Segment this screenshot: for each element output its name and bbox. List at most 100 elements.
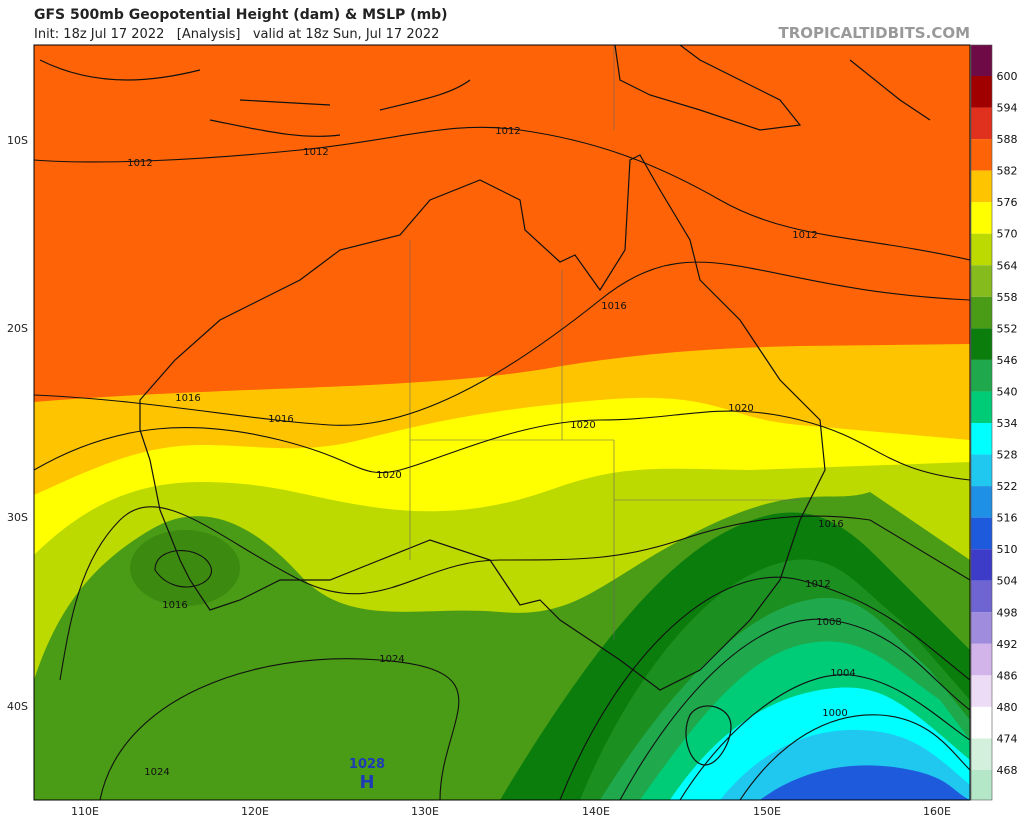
colorbar-label: 546: [997, 354, 1018, 367]
colorbar-swatch: [971, 139, 992, 171]
colorbar-swatch: [971, 612, 992, 644]
colorbar-label: 576: [997, 196, 1018, 209]
isobar: [34, 410, 970, 481]
isobar-label: 1016: [175, 393, 200, 404]
high-letter: H: [359, 772, 374, 793]
band: [130, 530, 240, 606]
colorbar-label: 558: [997, 291, 1018, 304]
isobar: [154, 550, 212, 588]
isobar: [679, 674, 970, 800]
colorbar-swatch: [971, 170, 992, 203]
colorbar-swatch: [971, 486, 992, 518]
lon-label: 160E: [923, 805, 951, 818]
isobar-label: 1012: [792, 230, 817, 241]
isobar-label: 1016: [818, 519, 843, 530]
colorbar-label: 552: [997, 322, 1018, 335]
colorbar-swatch: [971, 675, 992, 707]
lat-label: 20S: [7, 322, 28, 335]
colorbar-label: 594: [997, 102, 1018, 115]
colorbar-swatch: [971, 454, 992, 487]
isobar-label: 1024: [379, 654, 404, 665]
coastline: [685, 705, 732, 766]
colorbar-label: 510: [997, 543, 1018, 556]
band: [760, 765, 970, 800]
colorbar-label: 516: [997, 512, 1018, 525]
map-frame: [33, 44, 971, 801]
isobar-label: 1012: [127, 158, 152, 169]
colorbar-swatch: [971, 107, 992, 140]
isobar: [739, 714, 970, 800]
isobar-label: 1020: [728, 403, 753, 414]
isobar-label: 1008: [816, 617, 841, 628]
colorbar-swatch: [971, 202, 992, 234]
high-value: 1028: [349, 757, 385, 772]
colorbar-frame: [970, 44, 993, 801]
colorbar-swatch: [971, 233, 992, 266]
lat-label: 40S: [7, 700, 28, 713]
coastline: [39, 59, 931, 137]
colorbar-label: 582: [997, 165, 1018, 178]
lat-label: 30S: [7, 511, 28, 524]
colorbar-label: 468: [997, 764, 1018, 777]
colorbar-label: 588: [997, 133, 1018, 146]
isobar-label: 1024: [144, 767, 169, 778]
colorbar-swatch: [971, 643, 992, 676]
colorbar-swatch: [971, 517, 992, 550]
colorbar-swatch: [971, 738, 992, 770]
colorbar-label: 492: [997, 638, 1018, 651]
isobar-label: 1020: [570, 420, 595, 431]
lon-label: 150E: [753, 805, 781, 818]
isobar: [99, 658, 460, 800]
isobar-label: 1012: [805, 579, 830, 590]
lon-label: 140E: [582, 805, 610, 818]
isobar-label: 1020: [376, 470, 401, 481]
colorbar-swatch: [971, 76, 992, 108]
colorbar-label: 486: [997, 669, 1018, 682]
isobar: [559, 576, 970, 800]
colorbar-label: 570: [997, 228, 1018, 241]
watermark: TROPICALTIDBITS.COM: [779, 24, 971, 42]
isobar-label: 1016: [268, 414, 293, 425]
map: [34, 45, 970, 800]
isobar-label: 1012: [303, 147, 328, 158]
isobar-label: 1016: [601, 301, 626, 312]
lon-label: 120E: [241, 805, 269, 818]
colorbar-label: 480: [997, 701, 1018, 714]
isobar: [34, 261, 970, 426]
colorbar-label: 534: [997, 417, 1018, 430]
isobar: [619, 618, 970, 800]
colorbar-label: 498: [997, 606, 1018, 619]
colorbar-label: 522: [997, 480, 1018, 493]
colorbar-swatch: [971, 265, 992, 297]
colorbar-label: 540: [997, 385, 1018, 398]
colorbar-swatch: [971, 706, 992, 739]
lon-label: 110E: [71, 805, 99, 818]
colorbar-label: 528: [997, 449, 1018, 462]
colorbar-swatch: [971, 296, 992, 329]
colorbar-swatch: [971, 45, 992, 76]
colorbar-swatch: [971, 391, 992, 423]
isobar: [59, 506, 970, 681]
colorbar-swatch: [971, 580, 992, 613]
isobar-label: 1016: [162, 600, 187, 611]
colorbar-label: 564: [997, 259, 1018, 272]
state-border: [409, 240, 800, 640]
colorbar-swatch: [971, 770, 992, 800]
isobar: [34, 126, 970, 261]
colorbar-label: 504: [997, 575, 1018, 588]
isobar-label: 1004: [830, 668, 855, 679]
colorbar-label: 600: [997, 70, 1018, 83]
lat-label: 10S: [7, 134, 28, 147]
isobar-label: 1000: [822, 708, 847, 719]
isobar-label: 1012: [495, 126, 520, 137]
coastline: [139, 154, 826, 691]
title: GFS 500mb Geopotential Height (dam) & MS…: [34, 7, 448, 23]
colorbar-swatch: [971, 549, 992, 581]
coastline: [614, 45, 802, 131]
colorbar-swatch: [971, 328, 992, 360]
colorbar-swatch: [971, 359, 992, 392]
subtitle: Init: 18z Jul 17 2022 [Analysis] valid a…: [34, 27, 439, 42]
lon-label: 130E: [411, 805, 439, 818]
colorbar-swatch: [971, 423, 992, 455]
